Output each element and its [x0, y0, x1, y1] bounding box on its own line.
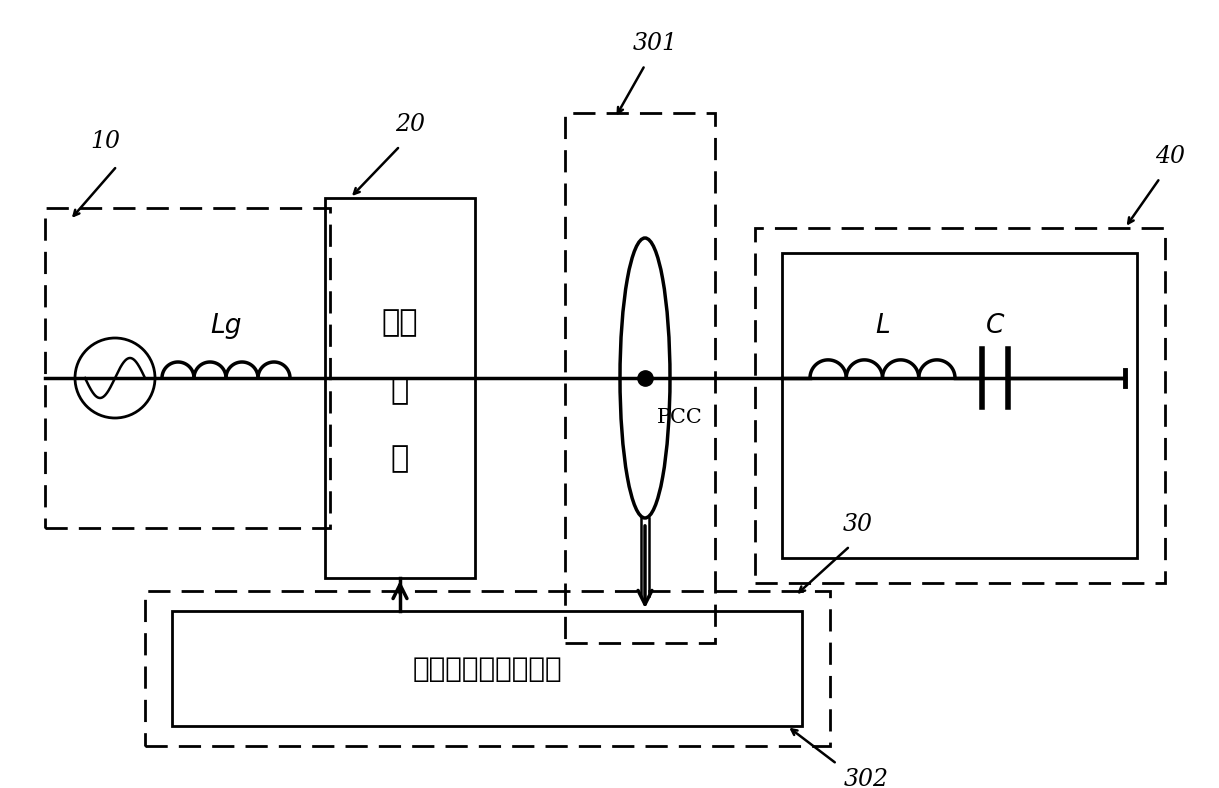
Text: PCC: PCC — [657, 408, 702, 427]
Bar — [325, 198, 475, 578]
Text: 301: 301 — [633, 32, 678, 55]
Bar — [783, 253, 1137, 558]
Text: 40: 40 — [1154, 145, 1185, 168]
Text: Lg: Lg — [210, 313, 241, 339]
Text: 30: 30 — [844, 513, 873, 536]
Bar — [755, 228, 1165, 583]
Bar — [45, 208, 330, 528]
Text: L: L — [875, 313, 890, 339]
Bar — [564, 113, 716, 643]
Text: 扰动控制及阻抗计算: 扰动控制及阻抗计算 — [412, 655, 562, 682]
Text: 20: 20 — [395, 113, 425, 136]
Bar — [172, 611, 802, 726]
Text: 动: 动 — [391, 444, 410, 474]
Text: 扰: 扰 — [391, 377, 410, 406]
Text: 302: 302 — [844, 768, 889, 788]
Text: C: C — [986, 313, 1004, 339]
Text: 10: 10 — [90, 130, 119, 153]
Bar — [145, 591, 830, 746]
Text: 电压: 电压 — [382, 308, 418, 337]
